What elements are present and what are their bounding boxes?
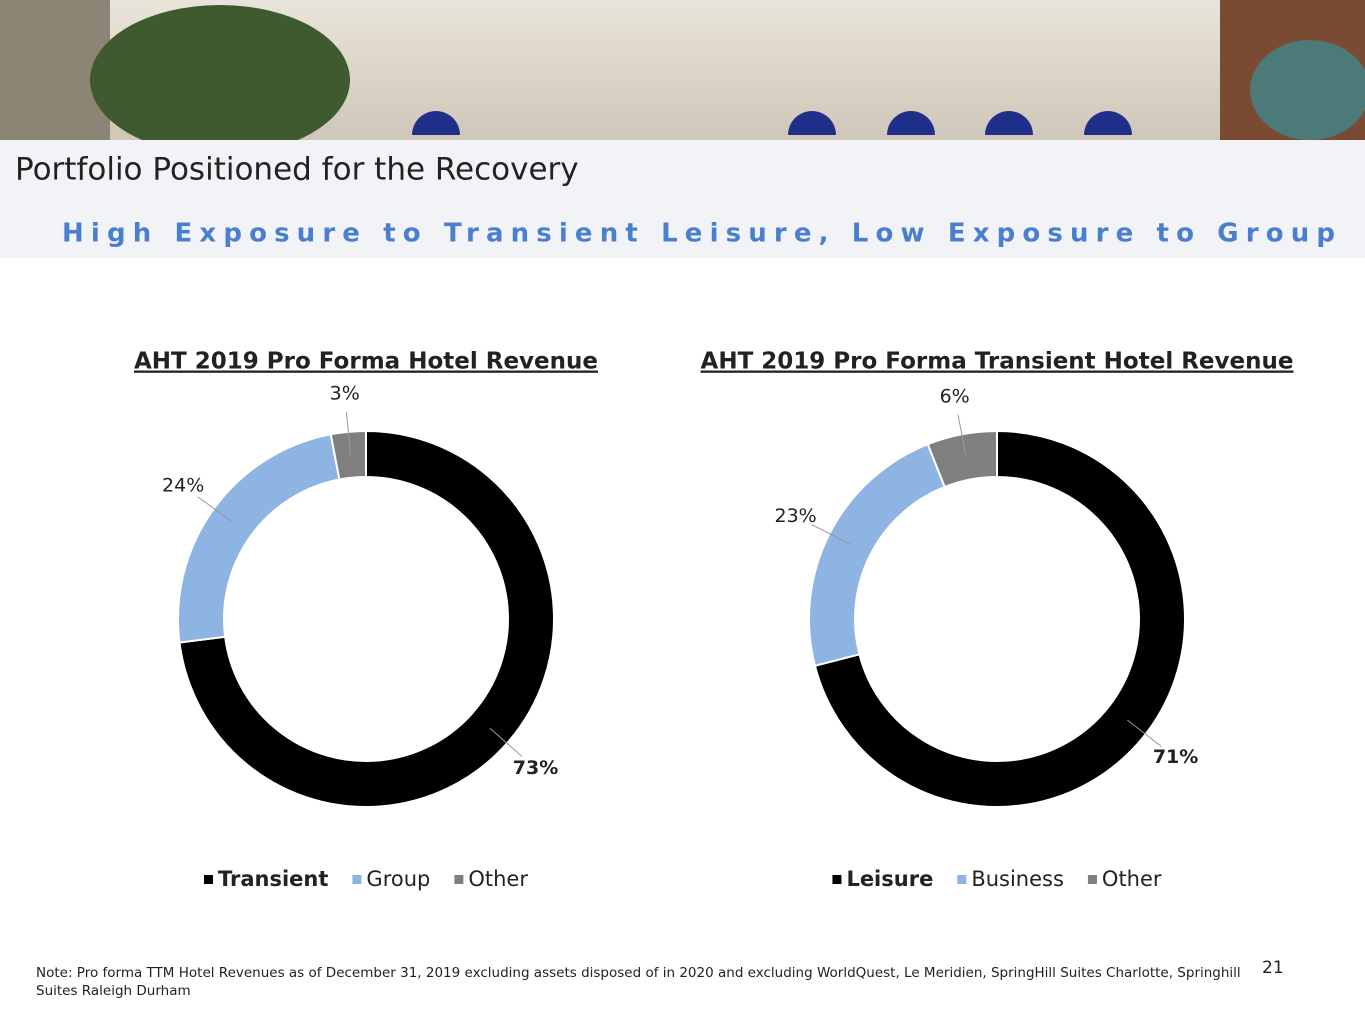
legend-swatch xyxy=(352,875,362,884)
leader-line xyxy=(1127,719,1162,747)
leader-line xyxy=(489,727,523,757)
legend-label: Other xyxy=(468,867,528,891)
donut-segment xyxy=(808,442,947,667)
data-label: 71% xyxy=(1153,746,1198,768)
legend-label: Transient xyxy=(218,867,328,891)
legend-label: Group xyxy=(366,867,430,891)
leader-line xyxy=(811,524,851,545)
page-number: 21 xyxy=(1262,958,1284,978)
footnote: Note: Pro forma TTM Hotel Revenues as of… xyxy=(36,965,1241,999)
data-label: 24% xyxy=(162,475,204,497)
donut-segment xyxy=(926,429,998,489)
header-photo xyxy=(0,0,1365,258)
chart-title: AHT 2019 Pro Forma Hotel Revenue xyxy=(134,349,598,375)
donut-segment xyxy=(178,429,555,808)
slide-title: Portfolio Positioned for the Recovery xyxy=(15,152,579,188)
donut-segment xyxy=(813,429,1186,808)
legend-swatch xyxy=(957,875,967,884)
legend-label: Other xyxy=(1102,867,1162,891)
legend-swatch xyxy=(203,875,213,884)
data-label: 73% xyxy=(513,757,558,779)
chart-title: AHT 2019 Pro Forma Transient Hotel Reven… xyxy=(701,349,1294,375)
legend-label: Leisure xyxy=(846,867,933,891)
legend-swatch xyxy=(454,875,464,884)
legend-swatch xyxy=(832,875,842,884)
legend-swatch xyxy=(1087,875,1097,884)
legend-label: Business xyxy=(971,867,1064,891)
data-label: 3% xyxy=(330,383,360,405)
leader-line xyxy=(345,411,351,455)
donut-segment xyxy=(329,429,367,481)
data-label: 6% xyxy=(940,386,970,408)
slide-subtitle: High Exposure to Transient Leisure, Low … xyxy=(62,219,1335,249)
leader-line xyxy=(957,414,967,458)
data-label: 23% xyxy=(775,505,817,527)
donut-segment xyxy=(177,433,341,644)
leader-line xyxy=(197,496,233,523)
